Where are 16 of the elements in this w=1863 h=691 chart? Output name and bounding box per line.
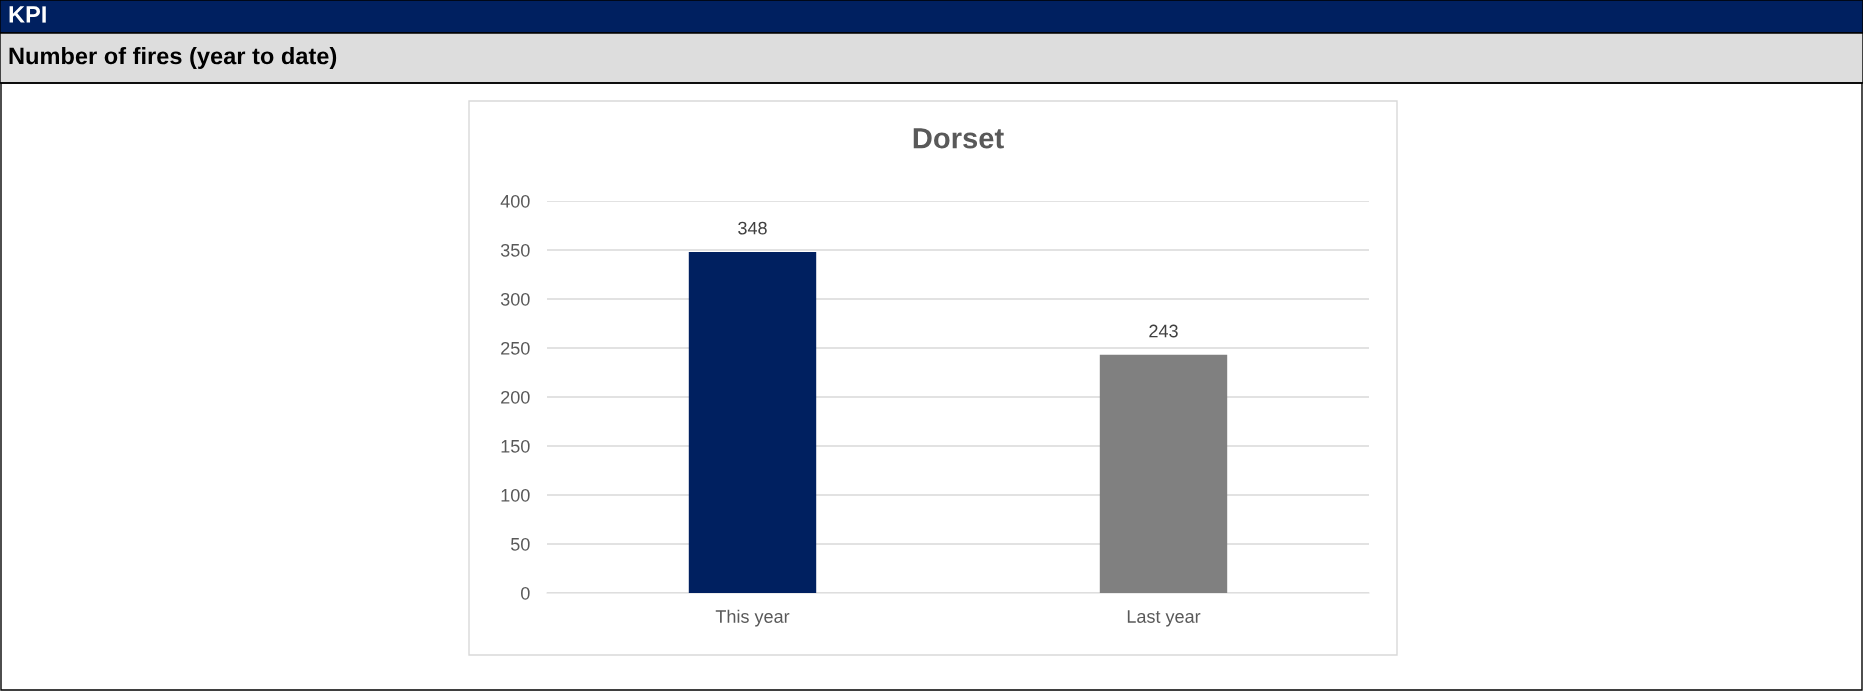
data-label: 348: [738, 221, 767, 235]
y-tick-label: 0: [521, 586, 530, 600]
y-tick-label: 200: [501, 390, 530, 404]
text: KPI: [9, 6, 46, 23]
y-tick-label: 50: [510, 537, 530, 551]
x-tick-label: This year: [715, 609, 790, 627]
chart-title: Dorset: [913, 128, 1004, 149]
y-tick-label: 150: [501, 439, 530, 453]
data-label: 243: [1149, 324, 1178, 338]
y-tick-label: 250: [501, 341, 530, 355]
y-tick-label: 400: [500, 194, 530, 208]
y-tick-label: 350: [500, 243, 530, 257]
text: Number of fires (year to date): [9, 47, 337, 69]
x-tick-label: Last year: [1127, 610, 1201, 627]
y-tick-label: 100: [501, 488, 530, 502]
y-tick-label: 300: [500, 292, 530, 306]
